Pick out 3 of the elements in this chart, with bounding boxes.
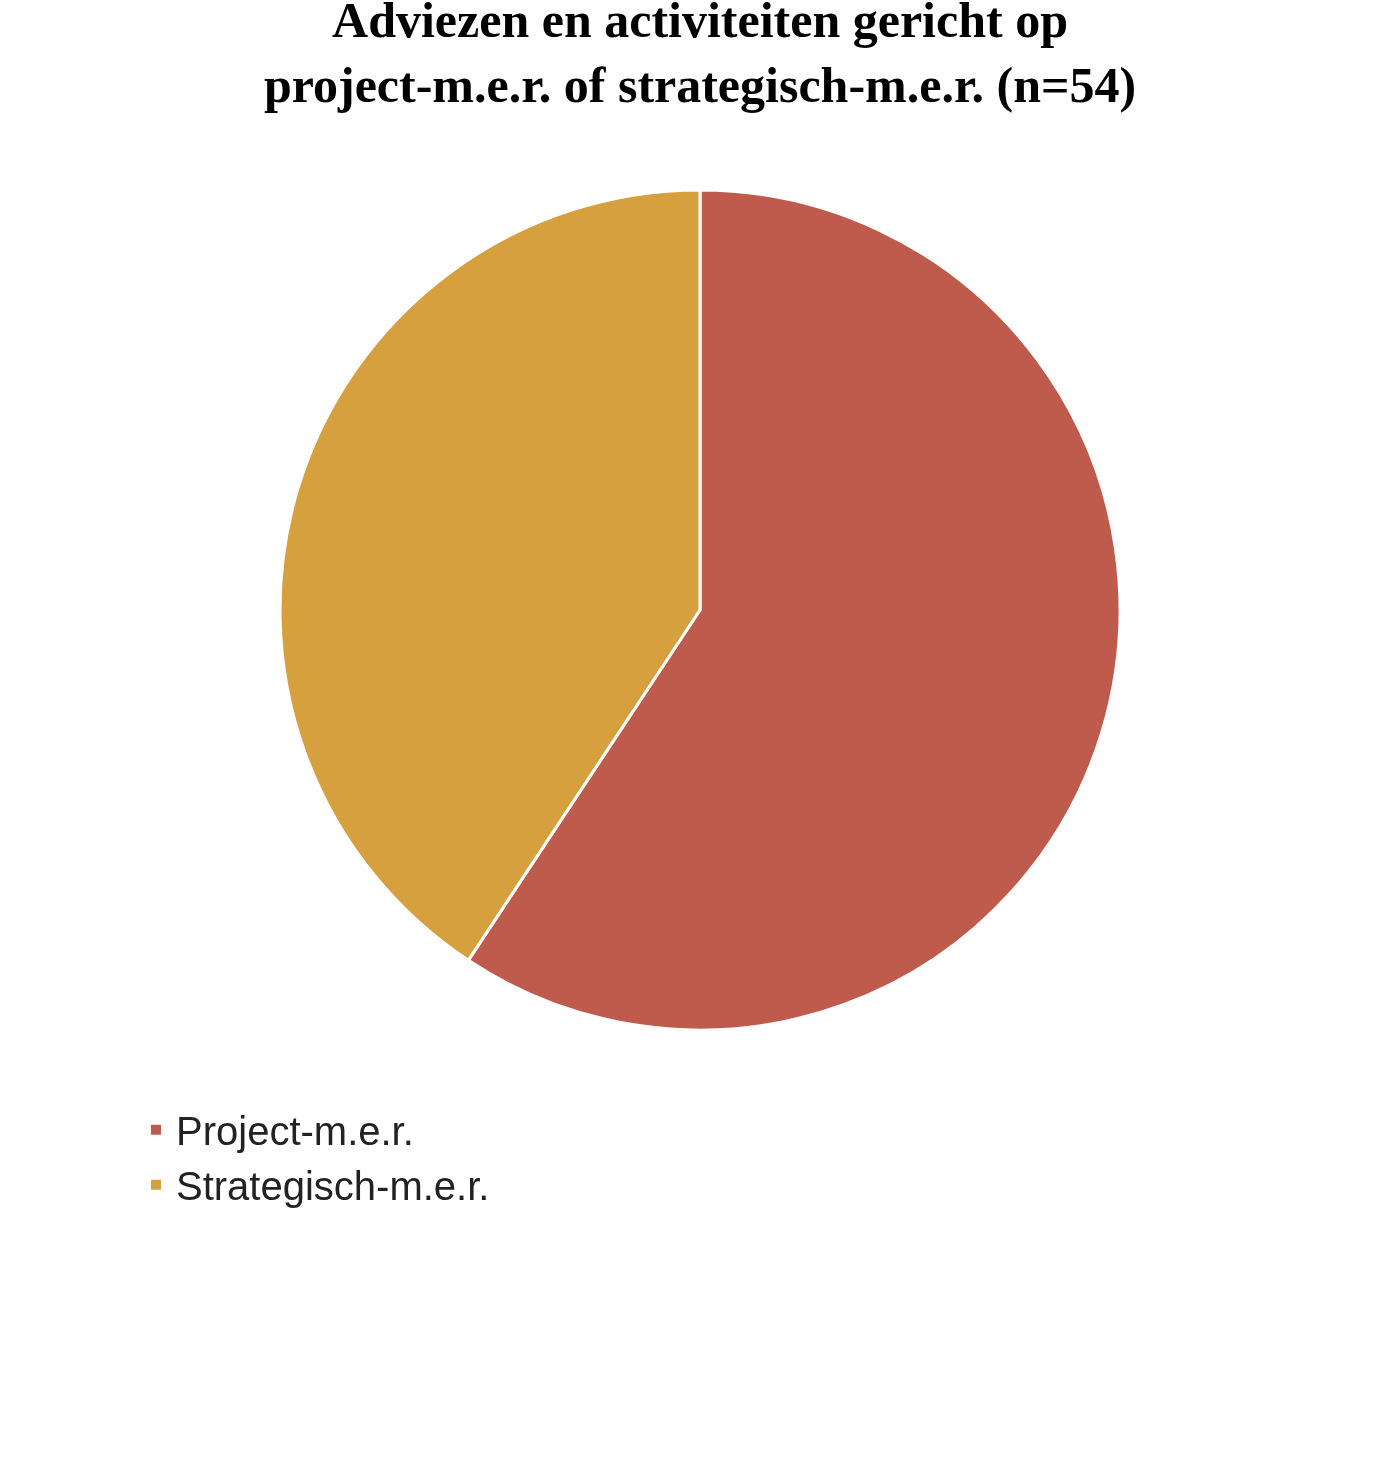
legend-label: Project-m.e.r. xyxy=(176,1109,414,1154)
legend-label: Strategisch-m.e.r. xyxy=(176,1164,490,1209)
chart-title: Adviezen en activiteiten gericht op project-m.e.r. of strategisch-m.e.r. (n=54) xyxy=(263,0,1137,113)
